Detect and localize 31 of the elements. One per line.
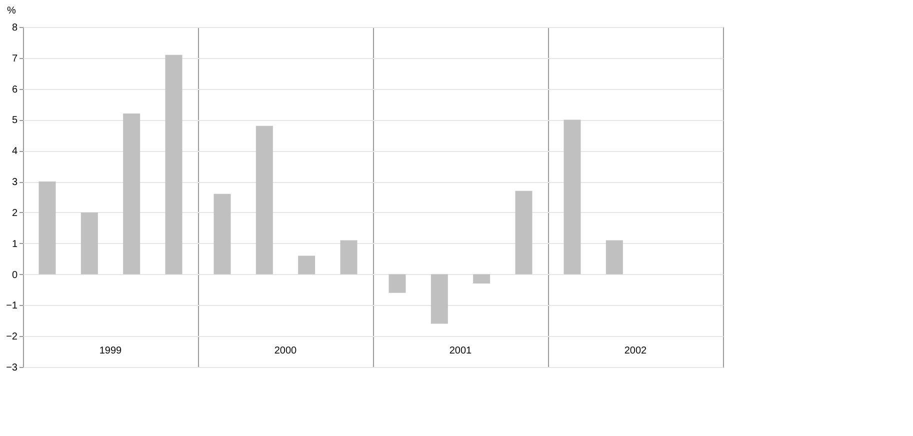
bar [340, 240, 358, 274]
y-tick-label: 8 [12, 22, 18, 34]
bar [214, 194, 231, 274]
x-tick-label: 2000 [274, 346, 298, 356]
y-tick-label: 4 [12, 146, 18, 158]
bar [473, 274, 490, 284]
bar [256, 126, 273, 274]
y-tick-label: 5 [12, 115, 18, 126]
y-tick-label: −3 [6, 362, 18, 374]
x-tick-label: 2001 [449, 346, 472, 356]
bar [388, 274, 406, 293]
y-tick-label: 3 [12, 177, 18, 188]
y-tick-label: 7 [12, 53, 18, 64]
y-tick-label: −2 [6, 332, 18, 343]
bar [298, 256, 316, 274]
y-tick-label: 0 [12, 270, 18, 281]
bar [606, 240, 623, 274]
bar [430, 274, 448, 324]
y-tick-label: 2 [12, 208, 18, 219]
bar [123, 114, 140, 274]
y-tick-label: 6 [12, 84, 18, 96]
bar [515, 190, 532, 274]
bar [165, 54, 182, 274]
bar [564, 120, 581, 274]
y-tick-label: −1 [6, 300, 18, 312]
bar [38, 182, 56, 274]
bar [80, 212, 98, 274]
x-tick-label: 2002 [624, 346, 648, 356]
y-tick-label: 1 [12, 238, 18, 250]
y-axis-title: % [7, 6, 16, 16]
x-tick-label: 1999 [99, 346, 122, 356]
